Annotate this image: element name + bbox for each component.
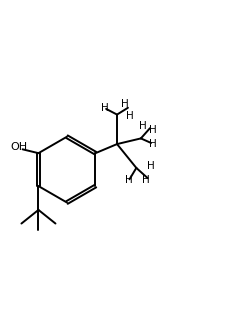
Text: H: H [121, 99, 129, 110]
Text: H: H [139, 121, 147, 131]
Text: H: H [101, 103, 109, 113]
Text: H: H [125, 175, 132, 185]
Text: H: H [147, 161, 155, 171]
Text: H: H [126, 111, 133, 121]
Text: H: H [142, 175, 149, 185]
Text: OH: OH [11, 143, 28, 153]
Text: H: H [150, 139, 157, 149]
Text: H: H [150, 125, 157, 135]
